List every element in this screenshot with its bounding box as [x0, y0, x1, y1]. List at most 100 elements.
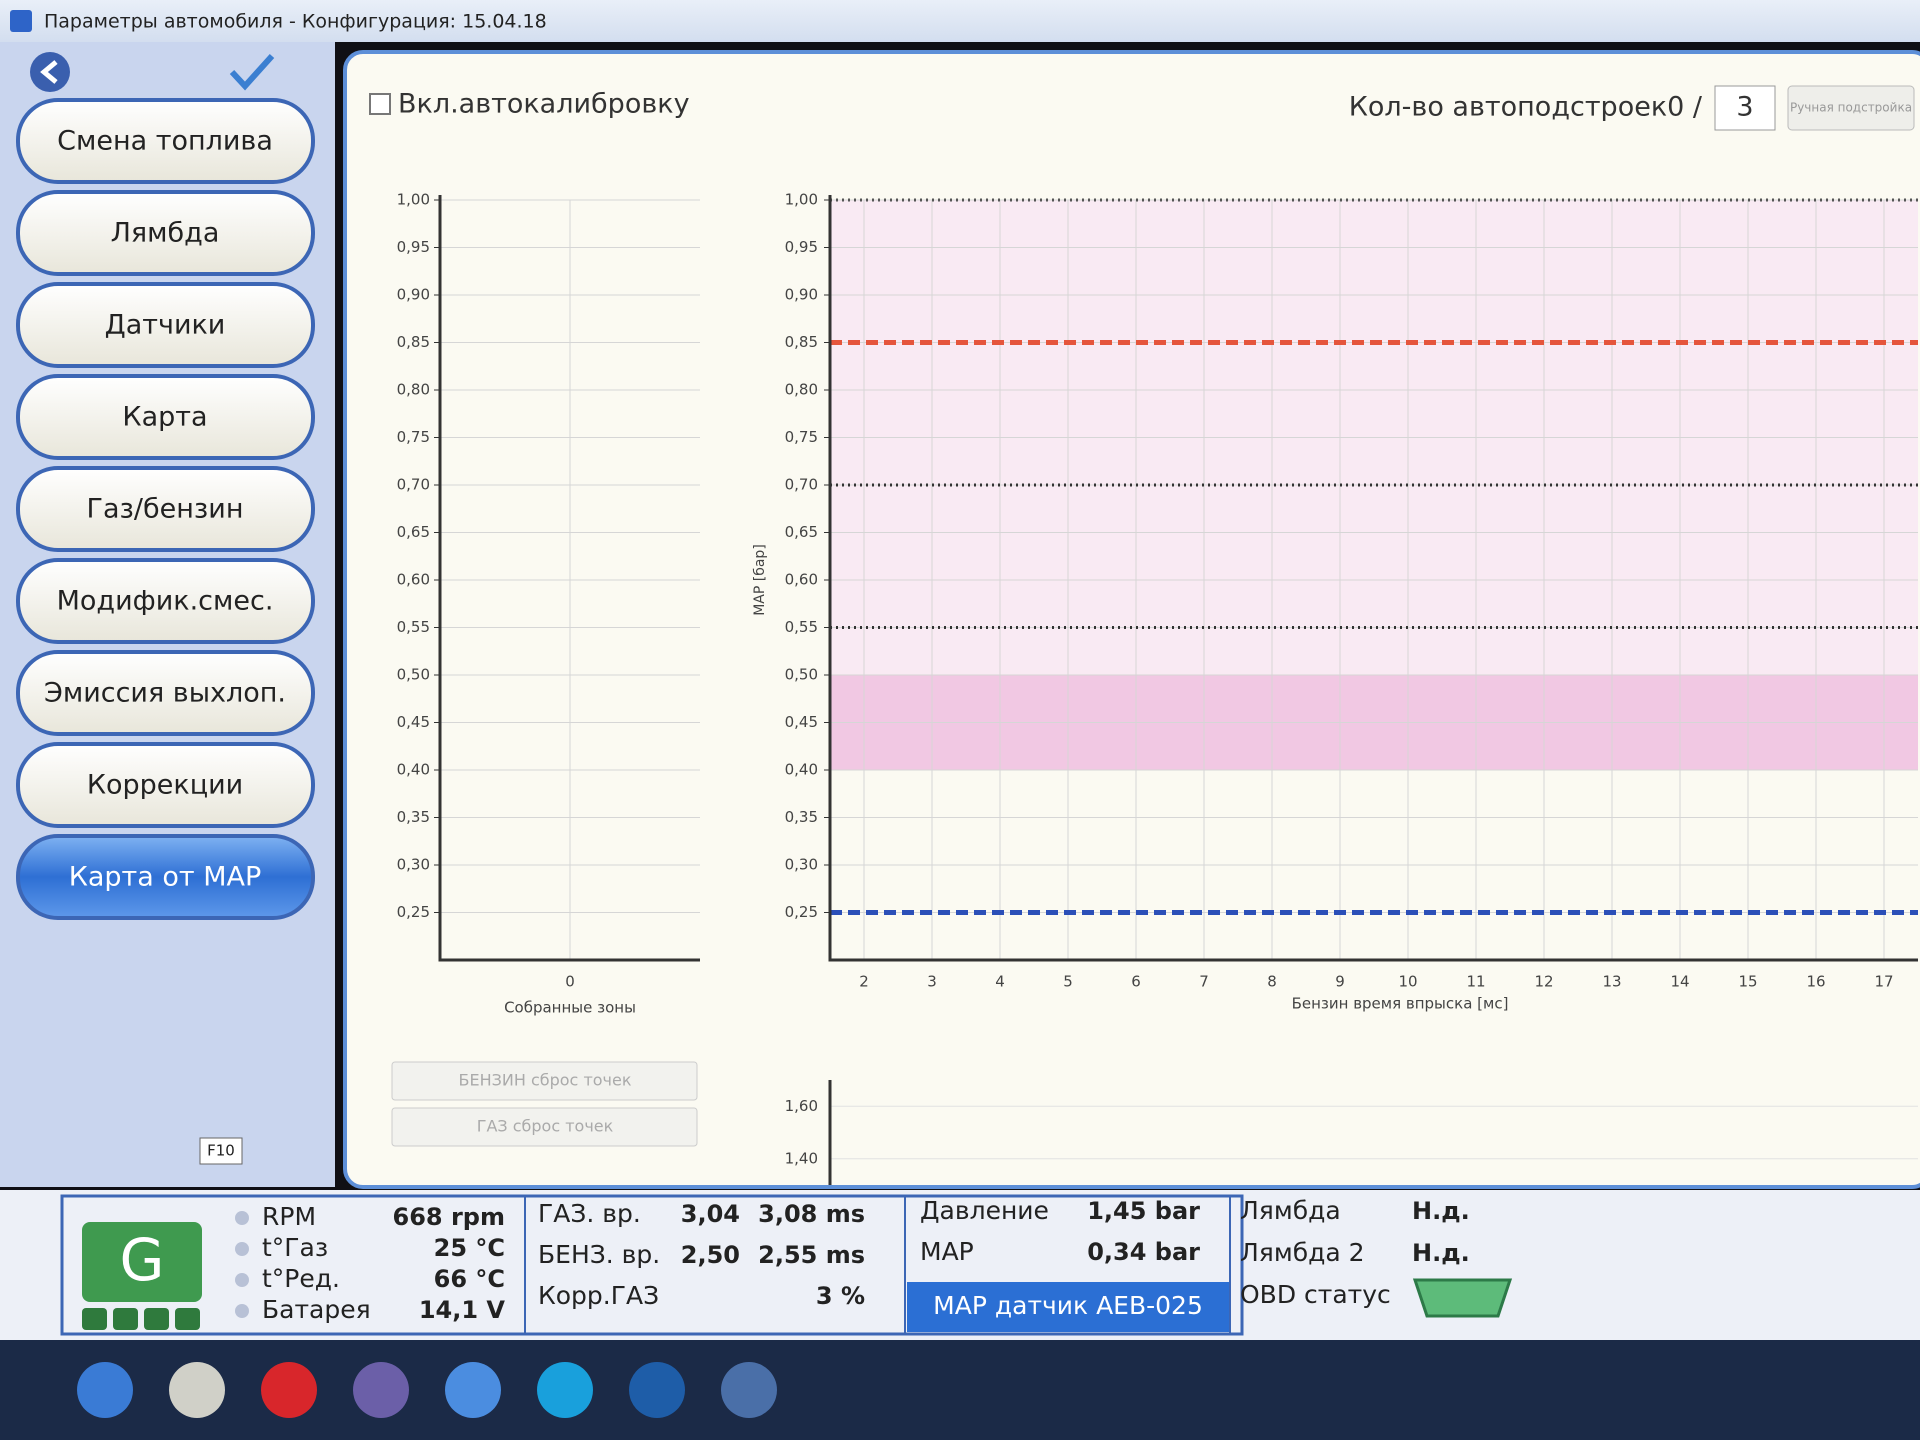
y-tick-label: 0,75	[785, 428, 818, 446]
y-tick-label: 0,45	[785, 713, 818, 731]
status-label: Давление	[920, 1196, 1049, 1225]
x-tick-label: 13	[1602, 973, 1621, 991]
menu-button[interactable]	[16, 374, 315, 460]
status-value: 14,1 V	[419, 1296, 506, 1324]
y-tick-label: 0,65	[397, 523, 430, 541]
menu-button-label: Газ/бензин	[87, 494, 244, 525]
y-tick-label: 0,25	[785, 903, 818, 921]
y-tick-label: 1,00	[397, 191, 430, 209]
status-value: 2,50	[681, 1241, 740, 1269]
y-tick-label: 0,50	[397, 666, 430, 684]
y-tick-label: 0,25	[397, 903, 430, 921]
y-tick-label: 0,30	[397, 856, 430, 874]
app-icon	[10, 10, 32, 32]
confirm-check[interactable]	[229, 53, 275, 91]
taskbar-icon[interactable]	[353, 1362, 409, 1418]
menu-button-label: Лямбда	[111, 218, 220, 249]
menu-button-label: Эмиссия выхлоп.	[44, 678, 286, 709]
status-label: ГАЗ. вр.	[538, 1199, 641, 1228]
status-value: 0,34 bar	[1087, 1238, 1200, 1266]
status-value: 25 °C	[434, 1234, 505, 1262]
counter-value: 3	[1736, 92, 1753, 123]
status-label: Батарея	[262, 1295, 371, 1324]
taskbar-icon[interactable]	[721, 1362, 777, 1418]
x-axis-label: Бензин время впрыска [мс]	[1292, 995, 1509, 1013]
y-tick-label: 0,35	[397, 808, 430, 826]
taskbar-icon[interactable]	[445, 1362, 501, 1418]
x-tick-label: 15	[1738, 973, 1757, 991]
reset-button[interactable]	[391, 1061, 698, 1101]
x-tick-label: 4	[995, 973, 1005, 991]
autocalibration-label: Вкл.автокалибровку	[398, 89, 690, 120]
status-label: t°Ред.	[262, 1264, 340, 1293]
x-tick-label: 6	[1131, 973, 1141, 991]
y-tick-label: 0,55	[785, 618, 818, 636]
status-label: t°Газ	[262, 1233, 328, 1262]
status-dot	[235, 1242, 249, 1256]
y-tick-label: 1,00	[785, 191, 818, 209]
menu-button-label: Модифик.смес.	[57, 586, 274, 617]
manual-tune-button[interactable]	[1787, 85, 1915, 131]
x-tick-label: 2	[859, 973, 869, 991]
window-title: Параметры автомобиля - Конфигурация: 15.…	[44, 11, 547, 33]
y-tick-label: 0,50	[785, 666, 818, 684]
y-tick-label: 1,40	[785, 1149, 818, 1167]
x-tick-label: 17	[1874, 973, 1893, 991]
x-tick-label: 3	[927, 973, 937, 991]
y-axis-label: MAP [бар]	[752, 544, 768, 616]
y-tick-label: 0,60	[785, 571, 818, 589]
y-tick-label: 0,65	[785, 523, 818, 541]
menu-button[interactable]	[16, 834, 315, 920]
x-tick-label: 8	[1267, 973, 1277, 991]
menu-button[interactable]	[16, 282, 315, 368]
menu-button-label: Смена топлива	[57, 126, 273, 157]
status-label: RPM	[262, 1202, 316, 1231]
y-tick-label: 0,35	[785, 808, 818, 826]
status-value: Н.д.	[1412, 1239, 1470, 1267]
title-bar	[0, 0, 1920, 42]
status-label: Корр.ГАЗ	[538, 1281, 659, 1310]
injector-indicator	[82, 1308, 107, 1330]
y-tick-label: 0,70	[785, 476, 818, 494]
menu-button-label: Датчики	[105, 310, 226, 341]
x-tick-label: 14	[1670, 973, 1689, 991]
y-tick-label: 0,80	[785, 381, 818, 399]
y-tick-label: 0,85	[785, 333, 818, 351]
reset-button-label: БЕНЗИН сброс точек	[458, 1071, 631, 1090]
status-label: OBD статус	[1240, 1280, 1391, 1309]
status-label: Лямбда	[1240, 1196, 1341, 1225]
y-tick-label: 0,60	[397, 571, 430, 589]
status-dot	[235, 1304, 249, 1318]
status-label: MAP	[920, 1237, 974, 1266]
menu-button[interactable]	[16, 558, 315, 644]
taskbar-icon[interactable]	[537, 1362, 593, 1418]
reset-button[interactable]	[391, 1107, 698, 1147]
menu-button[interactable]	[16, 190, 315, 276]
status-value: 1,45 bar	[1087, 1197, 1200, 1225]
injector-indicator	[113, 1308, 138, 1330]
sensor-label: MAP датчик AEB-025	[933, 1291, 1203, 1320]
y-tick-label: 0,95	[785, 238, 818, 256]
autocalibration-checkbox[interactable]	[369, 93, 391, 115]
taskbar-icon[interactable]	[261, 1362, 317, 1418]
x-tick-label: 5	[1063, 973, 1073, 991]
y-tick-label: 0,45	[397, 713, 430, 731]
taskbar-icon[interactable]	[77, 1362, 133, 1418]
status-value: 66 °C	[434, 1265, 505, 1293]
x-tick-label: 10	[1398, 973, 1417, 991]
menu-button[interactable]	[16, 98, 315, 184]
back-button[interactable]	[30, 52, 70, 92]
tooltip-box	[199, 1137, 243, 1165]
back-arrow	[40, 60, 58, 84]
axis	[828, 195, 1918, 962]
y-tick-label: 0,70	[397, 476, 430, 494]
obd-connector	[1412, 1278, 1513, 1318]
x-tick-label: 0	[565, 973, 575, 991]
menu-button[interactable]	[16, 650, 315, 736]
menu-button[interactable]	[16, 742, 315, 828]
menu-button[interactable]	[16, 466, 315, 552]
taskbar-icon[interactable]	[169, 1362, 225, 1418]
taskbar-icon[interactable]	[629, 1362, 685, 1418]
